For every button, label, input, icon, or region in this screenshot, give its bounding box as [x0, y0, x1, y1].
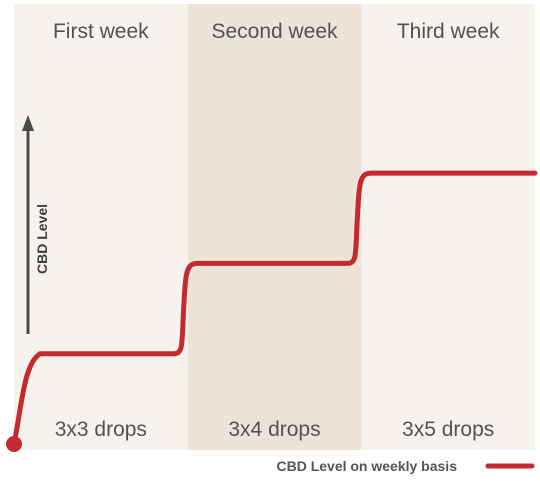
week-band-3 [361, 4, 535, 450]
y-axis-arrowhead [22, 115, 34, 131]
start-point [6, 436, 22, 452]
dose-label-2: 3x4 drops [228, 418, 320, 441]
dose-label-3: 3x5 drops [402, 418, 494, 441]
week-title-3: Third week [397, 20, 500, 43]
week-titles: First week Second week Third week [53, 20, 500, 43]
week-band-1 [14, 4, 188, 450]
y-axis: CBD Level [22, 115, 50, 334]
dose-labels: 3x3 drops 3x4 drops 3x5 drops [55, 418, 495, 441]
legend-label: CBD Level on weekly basis [276, 458, 457, 474]
cbd-level-series-line [11, 170, 538, 447]
y-axis-label: CBD Level [34, 204, 50, 274]
week-bands [14, 4, 535, 450]
week-title-1: First week [53, 20, 149, 43]
week-title-2: Second week [211, 20, 338, 43]
legend: CBD Level on weekly basis [276, 458, 535, 474]
dose-label-1: 3x3 drops [55, 418, 147, 441]
week-band-2 [187, 4, 362, 450]
